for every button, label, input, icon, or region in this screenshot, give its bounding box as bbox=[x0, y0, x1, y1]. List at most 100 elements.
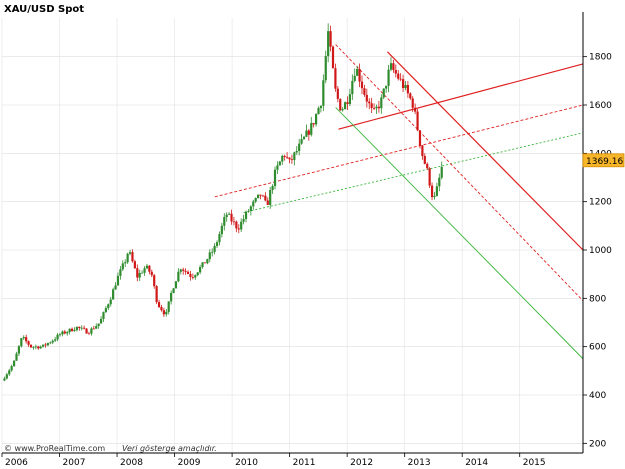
candle bbox=[380, 97, 383, 109]
candle bbox=[54, 339, 57, 341]
candle bbox=[141, 272, 144, 274]
candle bbox=[225, 214, 228, 218]
candle bbox=[278, 161, 281, 166]
last-price-tag-box bbox=[582, 153, 625, 168]
candle bbox=[104, 308, 107, 313]
candle bbox=[189, 273, 192, 277]
candle bbox=[85, 328, 88, 334]
trend-line bbox=[386, 51, 584, 251]
candle bbox=[44, 344, 47, 346]
x-tick-label: 2007 bbox=[63, 458, 86, 468]
candle bbox=[414, 107, 417, 112]
candle bbox=[201, 262, 204, 268]
candle bbox=[78, 326, 81, 328]
candle bbox=[182, 269, 185, 271]
candle bbox=[300, 139, 303, 144]
chart-title: XAU/USD Spot bbox=[4, 4, 84, 15]
candle bbox=[389, 63, 393, 70]
candle bbox=[382, 88, 385, 98]
candle bbox=[421, 145, 424, 156]
y-tick-label: 400 bbox=[589, 391, 606, 401]
candle bbox=[191, 276, 194, 278]
candle bbox=[329, 31, 332, 47]
footer: © www.ProRealTime.com Veri gösterge amaç… bbox=[4, 444, 217, 453]
x-tick-label: 2015 bbox=[523, 458, 546, 468]
candle bbox=[285, 156, 289, 158]
candle bbox=[438, 177, 441, 187]
candle bbox=[73, 330, 76, 332]
candle bbox=[90, 328, 93, 334]
candle bbox=[228, 213, 231, 215]
candle bbox=[172, 288, 175, 293]
candle bbox=[314, 114, 318, 125]
candle bbox=[133, 261, 136, 269]
candle bbox=[170, 292, 173, 302]
candle bbox=[114, 285, 117, 290]
candle bbox=[404, 85, 407, 89]
trend-line bbox=[338, 63, 584, 130]
candle bbox=[242, 218, 245, 222]
candle bbox=[247, 210, 250, 212]
candle bbox=[343, 102, 347, 110]
candle bbox=[261, 195, 265, 197]
candle bbox=[32, 346, 35, 348]
candle bbox=[377, 106, 381, 109]
last-price-tag: 1369.16 bbox=[582, 153, 625, 168]
candle bbox=[360, 81, 364, 89]
candle bbox=[411, 98, 414, 108]
trend-lines bbox=[214, 44, 584, 360]
candle bbox=[99, 318, 103, 324]
candle bbox=[92, 328, 95, 330]
candle bbox=[128, 252, 132, 254]
candle bbox=[162, 310, 165, 315]
candle bbox=[440, 166, 443, 178]
candle bbox=[8, 370, 11, 375]
x-tick-label: 2013 bbox=[408, 458, 431, 468]
candle bbox=[15, 353, 18, 361]
candle bbox=[25, 337, 28, 342]
candle bbox=[235, 221, 238, 229]
candle bbox=[116, 275, 120, 286]
y-tick-label: 800 bbox=[589, 294, 606, 304]
candle bbox=[206, 259, 209, 264]
candle bbox=[29, 344, 33, 348]
candle bbox=[155, 286, 158, 303]
candle bbox=[257, 194, 260, 199]
candle bbox=[215, 242, 219, 246]
candle bbox=[143, 268, 146, 273]
candle bbox=[351, 80, 354, 95]
candle bbox=[283, 155, 286, 157]
candle bbox=[368, 101, 371, 104]
candle bbox=[312, 123, 315, 125]
candle bbox=[305, 130, 308, 137]
candle bbox=[112, 289, 115, 300]
candle bbox=[346, 102, 349, 104]
candle bbox=[102, 312, 105, 319]
candle bbox=[119, 269, 122, 276]
candle bbox=[266, 200, 269, 205]
candle bbox=[317, 108, 320, 115]
candle bbox=[41, 344, 45, 347]
candle bbox=[145, 265, 149, 269]
candle bbox=[288, 157, 291, 160]
candle bbox=[370, 103, 373, 108]
x-tick-label: 2011 bbox=[293, 458, 316, 468]
candle bbox=[153, 275, 156, 287]
footer-note: Veri gösterge amaçlıdır. bbox=[122, 444, 217, 453]
candle bbox=[281, 155, 284, 162]
candle bbox=[254, 198, 257, 202]
candle bbox=[157, 302, 161, 308]
candle bbox=[356, 68, 359, 76]
candle bbox=[20, 338, 23, 347]
candle bbox=[240, 221, 243, 230]
candle bbox=[423, 155, 426, 164]
candle bbox=[3, 378, 6, 381]
candle bbox=[95, 326, 98, 329]
candle bbox=[430, 185, 434, 198]
candle bbox=[22, 337, 25, 339]
candle bbox=[213, 245, 216, 252]
candle bbox=[310, 123, 313, 135]
candle bbox=[433, 195, 436, 198]
